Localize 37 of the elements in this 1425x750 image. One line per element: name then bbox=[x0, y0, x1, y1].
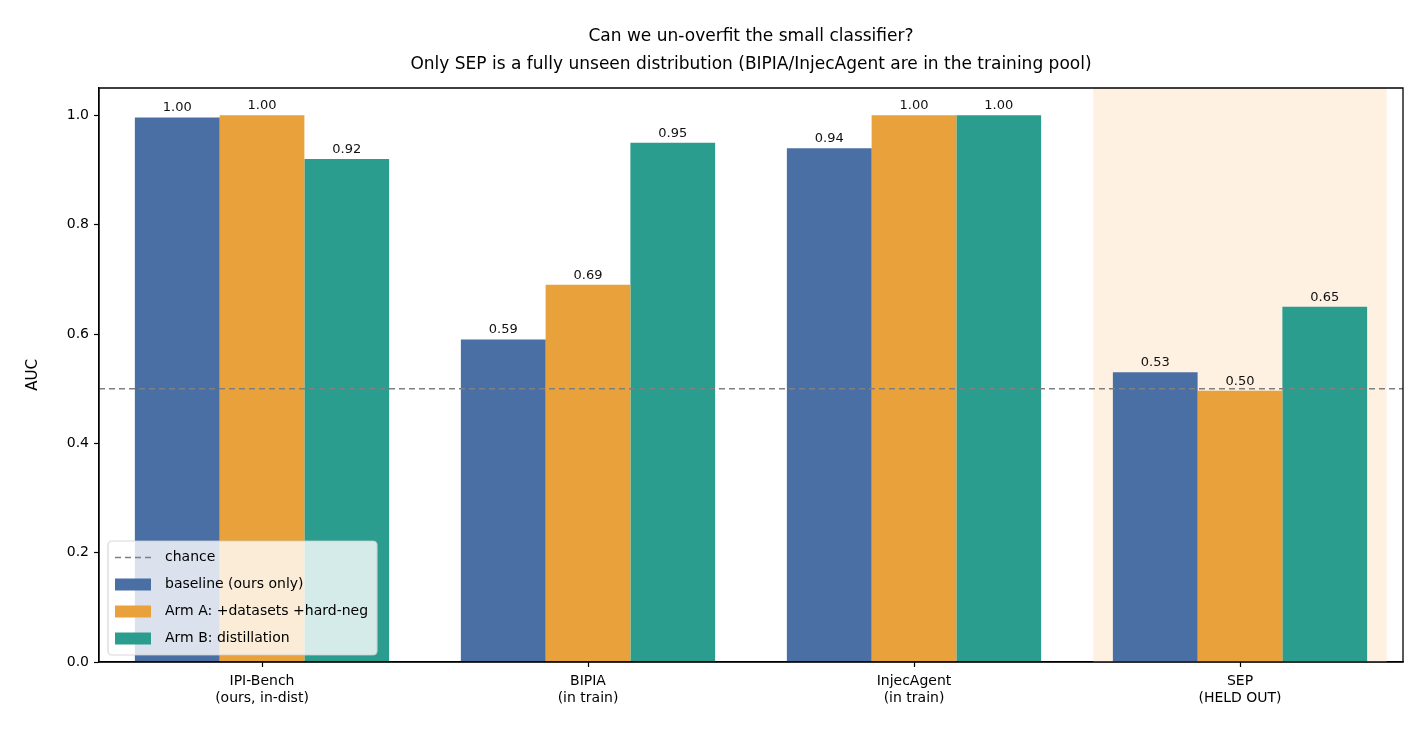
y-axis-title: AUC bbox=[22, 359, 41, 391]
data-label: 0.59 bbox=[488, 321, 518, 337]
bar bbox=[1282, 306, 1368, 662]
x-tick-label: InjecAgent (in train) bbox=[876, 672, 952, 705]
chart-title: Can we un-overfit the small classifier? Only SEP is a fully unseen distribution (BIPIA/InjecAgent are in the training pool) bbox=[410, 25, 1092, 74]
bar bbox=[1197, 390, 1283, 662]
bar bbox=[630, 142, 716, 662]
y-tick-label: 1.0 bbox=[66, 105, 89, 122]
data-label: 0.94 bbox=[814, 130, 844, 146]
bar bbox=[545, 284, 631, 662]
legend-label: Arm A: +datasets +hard-neg bbox=[165, 602, 369, 619]
data-label: 1.00 bbox=[247, 97, 277, 113]
data-label: 0.92 bbox=[332, 140, 362, 156]
data-label: 0.53 bbox=[1140, 354, 1170, 370]
data-label: 0.50 bbox=[1225, 372, 1255, 388]
data-label: 1.00 bbox=[984, 97, 1014, 113]
bar bbox=[460, 339, 546, 662]
y-tick-label: 0.2 bbox=[66, 543, 89, 560]
y-tick-label: 0.8 bbox=[66, 215, 89, 232]
legend-label: chance bbox=[165, 548, 216, 565]
x-tick-label: IPI-Bench (ours, in-dist) bbox=[215, 672, 309, 705]
data-label: 0.95 bbox=[658, 124, 688, 140]
data-label: 0.69 bbox=[573, 266, 603, 282]
data-label: 1.00 bbox=[899, 97, 929, 113]
bar bbox=[786, 148, 872, 662]
bar bbox=[871, 115, 957, 662]
y-tick-label: 0.4 bbox=[66, 433, 90, 450]
y-tick-label: 0.6 bbox=[66, 324, 90, 341]
x-tick-label: SEP (HELD OUT) bbox=[1198, 672, 1282, 705]
legend-label: baseline (ours only) bbox=[165, 575, 304, 592]
x-tick-label: BIPIA (in train) bbox=[557, 672, 619, 705]
data-label: 1.00 bbox=[162, 99, 192, 115]
data-label: 0.65 bbox=[1310, 288, 1340, 304]
y-tick-label: 0.0 bbox=[66, 652, 89, 669]
legend-label: Arm B: distillation bbox=[165, 629, 290, 646]
bar bbox=[1112, 372, 1198, 662]
bar bbox=[956, 115, 1042, 662]
